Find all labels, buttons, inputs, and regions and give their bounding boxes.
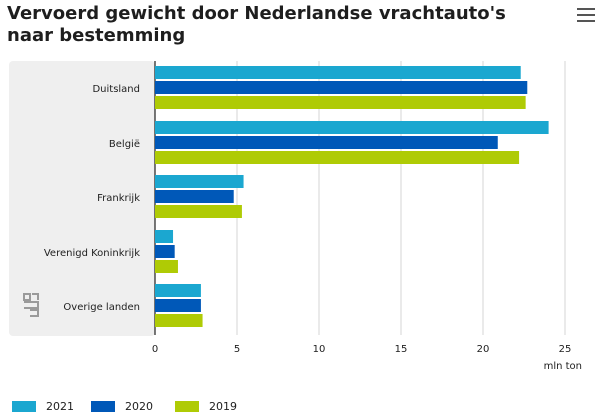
bar-2019 bbox=[155, 205, 242, 218]
x-tick-label: 5 bbox=[234, 344, 240, 355]
category-label: Duitsland bbox=[92, 84, 140, 95]
x-axis-label: mln ton bbox=[544, 361, 582, 372]
legend-label-2019: 2019 bbox=[209, 399, 237, 413]
bar-2021 bbox=[155, 230, 174, 243]
bar-2020 bbox=[155, 245, 175, 258]
bar-2019 bbox=[155, 151, 520, 164]
x-tick-label: 25 bbox=[559, 344, 572, 355]
legend-swatch-2021 bbox=[12, 400, 36, 412]
x-tick-label: 20 bbox=[477, 344, 490, 355]
category-label: België bbox=[109, 139, 140, 150]
legend-label-2021: 2021 bbox=[46, 399, 74, 413]
x-tick-label: 15 bbox=[395, 344, 408, 355]
legend-swatch-2019 bbox=[175, 400, 199, 412]
bar-2020 bbox=[155, 190, 234, 203]
bar-2020 bbox=[155, 136, 498, 149]
legend-swatch-2020 bbox=[91, 400, 115, 412]
legend-item-2021[interactable]: 2021 bbox=[12, 398, 74, 414]
chart-title: Vervoerd gewicht door Nederlandse vracht… bbox=[7, 3, 506, 46]
bar-2019 bbox=[155, 96, 526, 109]
category-label: Overige landen bbox=[63, 302, 140, 313]
cbs-logo-icon bbox=[23, 293, 39, 317]
category-label: Frankrijk bbox=[97, 193, 140, 204]
bar-2019 bbox=[155, 260, 178, 273]
category-panel bbox=[9, 61, 155, 336]
legend-label-2020: 2020 bbox=[125, 399, 153, 413]
cbs-logo-path bbox=[23, 293, 39, 317]
category-label: Verenigd Koninkrijk bbox=[44, 248, 140, 259]
x-tick-label: 0 bbox=[152, 344, 158, 355]
bar-2020 bbox=[155, 81, 528, 94]
bar-2021 bbox=[155, 66, 521, 79]
bar-2021 bbox=[155, 284, 201, 297]
bar-2019 bbox=[155, 314, 203, 327]
x-tick-label: 10 bbox=[313, 344, 326, 355]
bar-2021 bbox=[155, 175, 244, 188]
bar-2021 bbox=[155, 121, 549, 134]
bar-2020 bbox=[155, 299, 201, 312]
hamburger-menu-icon[interactable] bbox=[577, 8, 595, 24]
legend-item-2019[interactable]: 2019 bbox=[175, 398, 237, 414]
legend-item-2020[interactable]: 2020 bbox=[91, 398, 153, 414]
